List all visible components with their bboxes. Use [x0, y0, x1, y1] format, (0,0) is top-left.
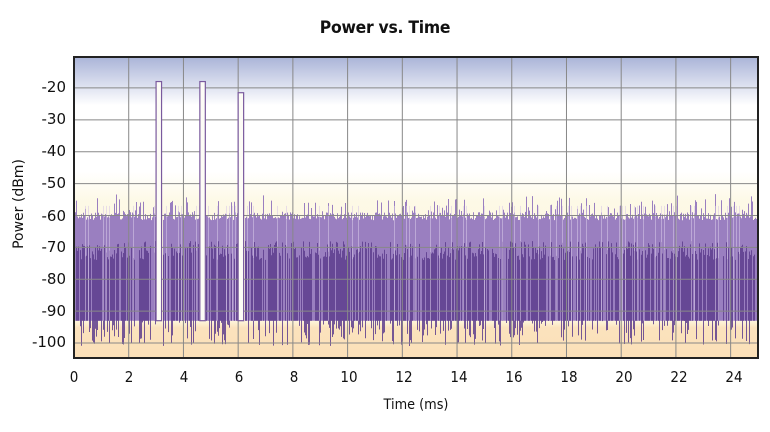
y-tick-label: -40: [41, 142, 67, 160]
x-tick-label: 0: [69, 368, 79, 386]
gridlines: [73, 57, 758, 358]
x-tick-label: 24: [725, 368, 743, 386]
x-tick-label: 8: [289, 368, 299, 386]
x-tick-label: 10: [340, 368, 358, 386]
y-tick-label: -80: [41, 270, 67, 288]
x-tick-label: 20: [615, 368, 633, 386]
y-tick-label: -100: [31, 333, 66, 351]
burst-pulse: [155, 80, 163, 322]
noise-signal: [75, 194, 757, 347]
burst-pulse: [199, 80, 206, 322]
x-tick-label: 12: [395, 368, 413, 386]
x-tick-label: 16: [505, 368, 523, 386]
burst-signal: [155, 80, 245, 322]
x-tick-label: 6: [234, 368, 244, 386]
x-tick-label: 4: [179, 368, 189, 386]
y-tick-label: -60: [41, 207, 67, 225]
x-tick-label: 14: [450, 368, 468, 386]
chart-title: Power vs. Time: [319, 18, 451, 38]
burst-pulse: [237, 92, 245, 322]
y-tick-label: -90: [41, 302, 67, 320]
y-tick-label: -50: [41, 174, 67, 192]
x-axis-label: Time (ms): [383, 397, 449, 413]
x-tick-label: 22: [670, 368, 688, 386]
x-tick-label: 2: [124, 368, 134, 386]
y-tick-label: -70: [41, 238, 67, 256]
y-tick-label: -20: [41, 78, 67, 96]
plot-frame: [73, 56, 759, 359]
x-tick-label: 18: [560, 368, 578, 386]
y-tick-label: -30: [41, 110, 67, 128]
